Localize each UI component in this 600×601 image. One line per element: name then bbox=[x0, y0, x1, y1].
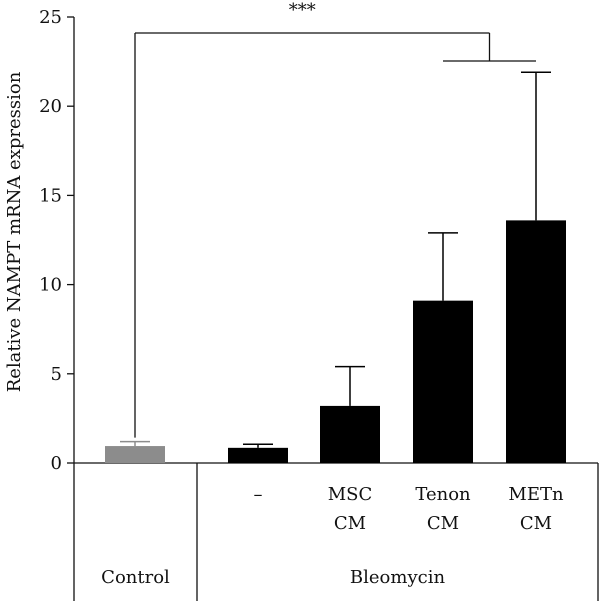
category-label: CM bbox=[334, 513, 366, 534]
group-label: Control bbox=[101, 567, 170, 588]
y-axis-label: Relative NAMPT mRNA expression bbox=[4, 71, 25, 392]
significance-bracket: *** bbox=[134, 0, 536, 438]
category-table: – MSC CM Tenon CM METn CM Control Bleomycin bbox=[101, 463, 599, 601]
y-tick-label: 10 bbox=[39, 275, 62, 296]
bar bbox=[320, 405, 380, 463]
y-tick-label: 0 bbox=[51, 453, 62, 474]
bar bbox=[228, 447, 288, 463]
category-label: MSC bbox=[328, 484, 373, 505]
category-label: Tenon bbox=[415, 484, 471, 505]
error-bars bbox=[120, 71, 551, 448]
category-label: METn bbox=[508, 484, 564, 505]
y-tick-label: 15 bbox=[39, 185, 62, 206]
bar bbox=[413, 300, 473, 463]
bars bbox=[105, 220, 566, 463]
y-tick-label: 20 bbox=[39, 96, 62, 117]
group-label: Bleomycin bbox=[350, 567, 446, 588]
bar bbox=[105, 446, 165, 463]
significance-label: *** bbox=[289, 0, 316, 21]
category-label: CM bbox=[427, 513, 459, 534]
y-tick-label: 5 bbox=[51, 364, 62, 385]
category-label: – bbox=[254, 484, 263, 505]
bar bbox=[506, 220, 566, 463]
category-label: CM bbox=[520, 513, 552, 534]
y-tick-label: 25 bbox=[39, 7, 62, 28]
